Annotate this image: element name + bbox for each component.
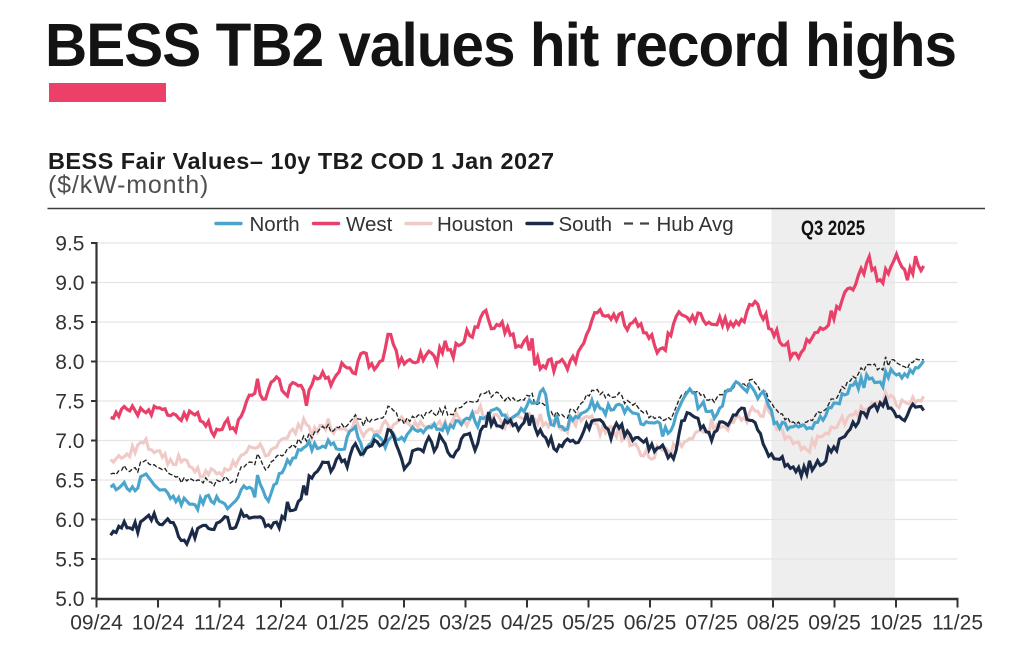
svg-text:8.0: 8.0	[55, 351, 84, 374]
svg-text:02/25: 02/25	[378, 612, 431, 635]
svg-text:11/24: 11/24	[194, 612, 245, 635]
svg-text:8.5: 8.5	[55, 311, 84, 334]
svg-text:Hub Avg: Hub Avg	[657, 213, 734, 236]
svg-text:03/25: 03/25	[439, 612, 492, 635]
svg-text:10/24: 10/24	[132, 612, 185, 635]
svg-text:7.5: 7.5	[55, 390, 84, 413]
svg-text:01/25: 01/25	[316, 612, 369, 635]
svg-text:07/25: 07/25	[685, 612, 738, 635]
svg-text:08/25: 08/25	[747, 612, 800, 635]
svg-text:9.0: 9.0	[55, 272, 84, 295]
svg-text:11/25: 11/25	[932, 612, 983, 635]
svg-text:9.5: 9.5	[55, 232, 84, 255]
svg-text:Houston: Houston	[437, 213, 513, 236]
svg-text:09/24: 09/24	[70, 612, 123, 635]
svg-text:5.0: 5.0	[55, 588, 84, 611]
svg-text:05/25: 05/25	[562, 612, 615, 635]
svg-text:10/25: 10/25	[870, 612, 923, 635]
svg-text:North: North	[250, 213, 300, 236]
svg-text:7.0: 7.0	[55, 430, 84, 453]
svg-text:South: South	[559, 213, 613, 236]
svg-text:6.0: 6.0	[55, 509, 84, 532]
svg-text:5.5: 5.5	[55, 548, 84, 571]
svg-text:6.5: 6.5	[55, 469, 84, 492]
svg-text:06/25: 06/25	[624, 612, 677, 635]
svg-text:09/25: 09/25	[808, 612, 861, 635]
svg-text:Q3 2025: Q3 2025	[801, 217, 865, 240]
svg-text:12/24: 12/24	[255, 612, 308, 635]
svg-text:04/25: 04/25	[501, 612, 554, 635]
svg-text:West: West	[346, 213, 393, 236]
